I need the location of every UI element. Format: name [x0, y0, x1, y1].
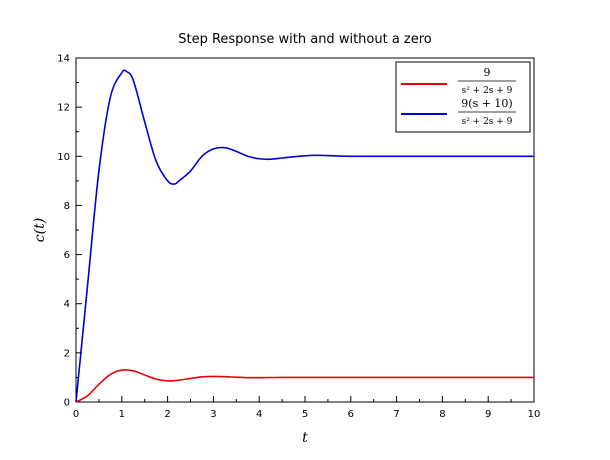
legend-numerator-series-1: 9: [484, 66, 491, 79]
x-tick-label: 0: [73, 409, 79, 420]
y-tick-label: 8: [64, 201, 70, 212]
x-tick-label: 4: [256, 409, 262, 420]
legend-denominator-series-1: s² + 2s + 9: [462, 86, 513, 96]
y-tick-label: 14: [57, 54, 70, 65]
y-tick-label: 12: [57, 103, 70, 114]
y-axis-label: c(t): [32, 218, 48, 242]
x-tick-label: 9: [485, 409, 491, 420]
x-tick-label: 7: [393, 409, 399, 420]
legend-denominator-series-2: s² + 2s + 9: [462, 117, 513, 127]
series-line-2: [75, 69, 534, 403]
x-tick-label: 10: [528, 409, 541, 420]
chart-title: Step Response with and without a zero: [178, 32, 432, 47]
x-tick-label: 8: [439, 409, 445, 420]
x-tick-label: 3: [210, 409, 216, 420]
legend: 9 s² + 2s + 9 9(s + 10) s² + 2s + 9: [395, 61, 531, 133]
x-tick-label: 6: [348, 409, 354, 420]
y-tick-label: 0: [64, 398, 70, 409]
series-line-1: [75, 368, 534, 403]
y-tick-label: 10: [57, 152, 70, 163]
y-tick-label: 6: [64, 250, 70, 261]
legend-box: [395, 61, 531, 133]
y-tick-label: 4: [64, 299, 70, 310]
legend-numerator-series-2: 9(s + 10): [461, 97, 512, 110]
x-tick-label: 1: [119, 409, 125, 420]
x-tick-label: 5: [302, 409, 308, 420]
y-tick-label: 2: [64, 348, 70, 359]
x-axis-label: t: [302, 430, 308, 446]
series-layer: [75, 69, 534, 403]
x-tick-label: 2: [164, 409, 170, 420]
